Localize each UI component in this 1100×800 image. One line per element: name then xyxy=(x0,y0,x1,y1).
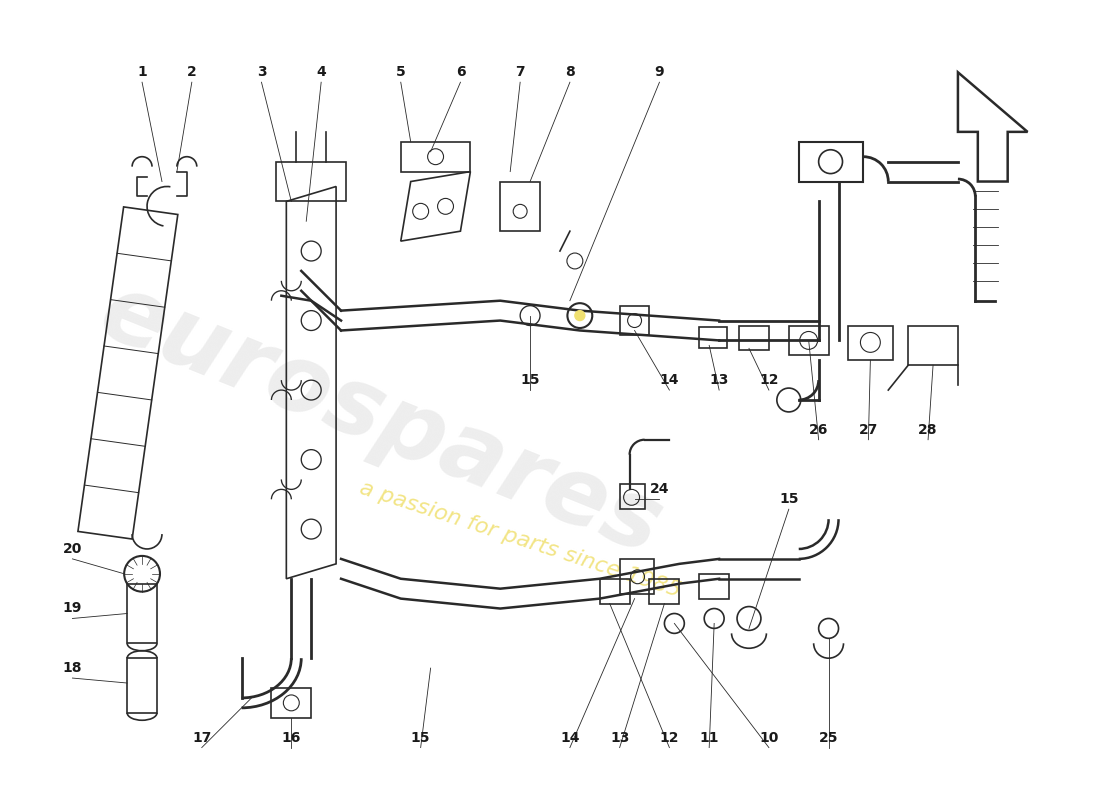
Bar xyxy=(909,326,958,366)
Text: 11: 11 xyxy=(700,730,719,745)
Bar xyxy=(619,485,645,510)
Bar xyxy=(799,142,864,182)
Bar xyxy=(739,326,769,350)
Text: 5: 5 xyxy=(396,66,406,79)
Text: 17: 17 xyxy=(192,730,211,745)
Bar xyxy=(619,306,649,335)
Circle shape xyxy=(575,310,585,321)
Text: 10: 10 xyxy=(759,730,779,745)
Bar xyxy=(128,658,157,713)
Text: 6: 6 xyxy=(455,66,465,79)
Bar xyxy=(789,326,828,355)
Text: 19: 19 xyxy=(63,602,82,615)
Text: 28: 28 xyxy=(918,422,938,437)
Text: 8: 8 xyxy=(565,66,575,79)
Bar xyxy=(700,326,727,348)
Text: 24: 24 xyxy=(650,482,669,496)
Text: a passion for parts since 1985: a passion for parts since 1985 xyxy=(358,478,683,601)
Text: 13: 13 xyxy=(610,730,629,745)
Text: 2: 2 xyxy=(187,66,197,79)
Text: 4: 4 xyxy=(317,66,326,79)
Text: 15: 15 xyxy=(411,730,430,745)
Text: 12: 12 xyxy=(759,373,779,387)
Text: 15: 15 xyxy=(520,373,540,387)
Text: 3: 3 xyxy=(256,66,266,79)
Text: 14: 14 xyxy=(560,730,580,745)
Bar xyxy=(600,578,629,603)
Bar xyxy=(276,162,346,202)
Text: 20: 20 xyxy=(63,542,82,556)
Text: 27: 27 xyxy=(859,422,878,437)
Text: 16: 16 xyxy=(282,730,301,745)
Text: 12: 12 xyxy=(660,730,679,745)
Bar xyxy=(400,142,471,171)
Text: eurospares: eurospares xyxy=(87,266,675,574)
Text: 25: 25 xyxy=(818,730,838,745)
Text: 13: 13 xyxy=(710,373,729,387)
Bar xyxy=(619,559,654,594)
Text: 14: 14 xyxy=(660,373,679,387)
Text: 18: 18 xyxy=(63,661,82,675)
Text: 9: 9 xyxy=(654,66,664,79)
Bar xyxy=(649,578,680,603)
Bar xyxy=(700,574,729,598)
Text: 15: 15 xyxy=(779,492,799,506)
Text: 26: 26 xyxy=(808,422,828,437)
Bar xyxy=(500,182,540,231)
Bar xyxy=(272,688,311,718)
Text: 1: 1 xyxy=(138,66,147,79)
Bar xyxy=(848,326,893,360)
Text: 7: 7 xyxy=(515,66,525,79)
Bar xyxy=(128,584,157,643)
